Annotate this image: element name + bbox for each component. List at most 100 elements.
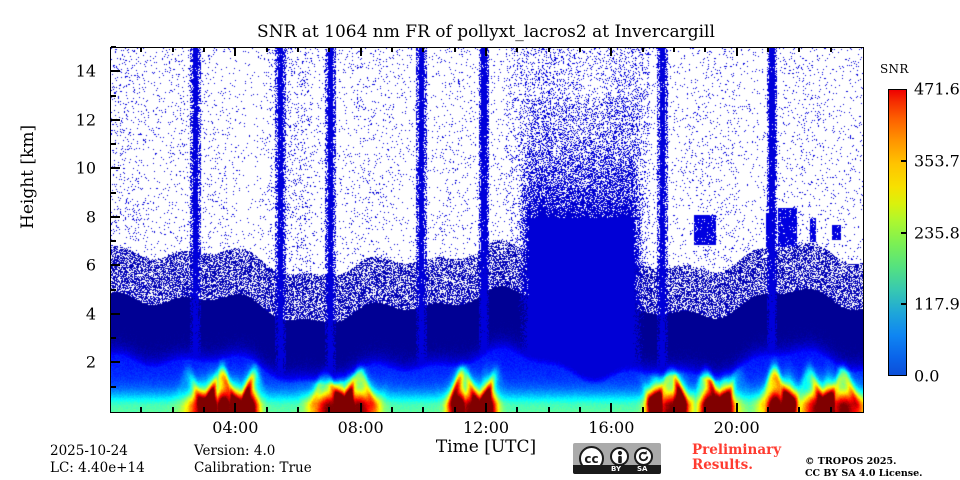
y-tick-major <box>111 118 120 121</box>
x-tick-minor <box>767 407 769 412</box>
x-tick-major-top <box>359 47 362 56</box>
x-tick-minor <box>641 407 644 412</box>
y-tick-minor <box>111 337 116 340</box>
y-tick-label: 12 <box>75 110 96 130</box>
x-tick-minor <box>422 407 425 412</box>
y-tick-label: 4 <box>85 304 96 324</box>
plot-area[interactable] <box>110 47 864 413</box>
x-tick-minor-top <box>516 47 519 52</box>
x-tick-label: 04:00 <box>212 418 259 437</box>
colorbar-tick-label: 235.8 <box>914 223 960 242</box>
x-tick-minor <box>171 407 174 412</box>
y-tick-major <box>111 361 120 364</box>
x-tick-minor <box>203 407 205 412</box>
y-tick-label: 10 <box>75 158 96 178</box>
share-alike-glyph <box>638 450 649 462</box>
snr-heatmap-canvas <box>111 48 863 412</box>
x-tick-minor-top <box>798 47 801 52</box>
x-tick-minor <box>673 407 675 412</box>
colorbar-tick-label: 117.9 <box>914 294 960 314</box>
y-tick-minor <box>111 288 116 291</box>
x-tick-minor-top <box>203 47 205 52</box>
x-tick-major <box>735 403 738 412</box>
x-tick-major <box>485 403 487 412</box>
copyright-line-1: © TROPOS 2025. <box>805 456 897 467</box>
colorbar-tick <box>901 159 907 162</box>
x-tick-minor-top <box>171 47 174 52</box>
colorbar-title: SNR <box>880 62 909 76</box>
preliminary-line-2: Results. <box>692 457 753 473</box>
footer-calibration: Calibration: True <box>194 460 312 476</box>
x-tick-label: 20:00 <box>713 418 760 437</box>
footer-version: Version: 4.0 <box>194 443 276 459</box>
y-tick-major <box>111 264 120 267</box>
x-tick-minor <box>547 407 550 412</box>
footer-date: 2025-10-24 <box>50 443 128 459</box>
x-tick-minor <box>516 407 519 412</box>
x-tick-minor-top <box>422 47 425 52</box>
footer-lidar-constant: LC: 4.40e+14 <box>50 460 145 476</box>
x-tick-label: 12:00 <box>462 418 510 437</box>
x-tick-minor-top <box>391 47 393 52</box>
y-tick-label: 8 <box>85 207 96 227</box>
cc-by-person-icon <box>610 447 629 466</box>
x-tick-major-top <box>234 47 237 56</box>
cc-license-badge[interactable]: cc BY SA <box>573 443 661 474</box>
person-glyph <box>617 450 622 463</box>
x-tick-minor-top <box>328 47 331 52</box>
y-tick-minor <box>111 143 116 146</box>
x-tick-minor-top <box>453 47 456 52</box>
x-tick-minor-top <box>704 47 707 52</box>
y-tick-label: 2 <box>85 352 96 372</box>
y-tick-major <box>111 215 120 218</box>
colorbar-tick-label: 0.0 <box>914 366 940 386</box>
colorbar-tick <box>901 231 907 234</box>
colorbar-tick-label: 353.7 <box>914 151 960 171</box>
preliminary-results-notice: Preliminary Results. <box>692 443 781 473</box>
x-tick-minor-top <box>579 47 581 52</box>
x-tick-minor-top <box>297 47 299 52</box>
x-tick-label: 08:00 <box>337 418 384 437</box>
x-axis-title: Time [UTC] <box>435 437 537 457</box>
x-tick-minor-top <box>265 47 268 52</box>
x-tick-minor <box>140 407 143 412</box>
copyright-notice: © TROPOS 2025. CC BY SA 4.0 License. <box>805 456 922 480</box>
colorbar-tick-label: 471.6 <box>914 79 960 99</box>
copyright-line-2: CC BY SA 4.0 License. <box>805 468 923 479</box>
y-tick-major <box>111 312 120 315</box>
x-tick-minor-top <box>641 47 644 52</box>
x-tick-major <box>610 403 613 412</box>
y-tick-minor <box>111 94 116 97</box>
page-title: SNR at 1064 nm FR of pollyxt_lacros2 at … <box>257 22 715 42</box>
cc-sa-share-alike-icon <box>634 447 653 466</box>
x-tick-minor <box>704 407 707 412</box>
x-tick-major <box>359 403 362 412</box>
x-tick-minor <box>829 407 832 412</box>
colorbar-tick <box>901 303 907 306</box>
y-tick-label: 6 <box>85 255 96 275</box>
x-tick-minor-top <box>140 47 143 52</box>
y-tick-minor <box>111 240 116 243</box>
y-axis-title: Height [km] <box>18 124 38 229</box>
x-tick-label: 16:00 <box>588 418 635 437</box>
x-tick-major-top <box>610 47 613 56</box>
x-tick-minor <box>579 407 581 412</box>
x-tick-minor <box>453 407 456 412</box>
x-tick-minor-top <box>767 47 769 52</box>
y-tick-label: 14 <box>75 61 96 81</box>
x-tick-minor <box>798 407 801 412</box>
preliminary-line-1: Preliminary <box>692 442 782 458</box>
x-tick-minor <box>328 407 331 412</box>
y-tick-major <box>111 70 120 73</box>
x-tick-minor-top <box>829 47 832 52</box>
x-tick-major <box>234 403 237 412</box>
cc-sa-label: SA <box>637 465 648 473</box>
y-tick-minor <box>111 385 116 388</box>
x-tick-minor-top <box>673 47 675 52</box>
x-tick-minor <box>297 407 299 412</box>
x-tick-major-top <box>735 47 738 56</box>
cc-badge-bar: BY SA <box>573 465 661 474</box>
y-tick-minor <box>111 46 116 48</box>
x-tick-major-top <box>485 47 487 56</box>
